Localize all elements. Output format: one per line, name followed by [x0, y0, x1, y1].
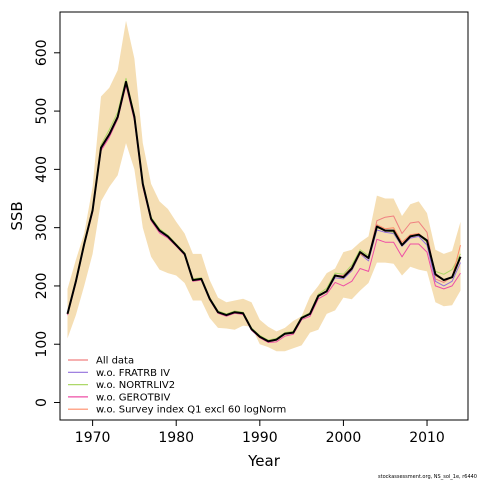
- series-line-5: [66, 80, 462, 343]
- x-axis-title: Year: [247, 452, 281, 470]
- footer-credit: stockassessment.org, NS_sol_1e, r6440: [378, 474, 477, 480]
- y-tick-label: 600: [34, 39, 50, 66]
- y-tick-label: 100: [34, 331, 50, 358]
- x-tick-label: 1970: [75, 430, 111, 446]
- y-axis-title: SSB: [8, 201, 26, 230]
- legend-label: w.o. FRATRB IV: [96, 368, 170, 379]
- legend-label: w.o. GEROTBIV: [96, 392, 171, 403]
- series-layer: [66, 77, 462, 343]
- confidence-band: [67, 20, 461, 352]
- y-axis: 0 100 200 300 400 500 600: [34, 39, 60, 407]
- x-tick-label: 1980: [158, 430, 194, 446]
- y-tick-label: 400: [34, 156, 50, 183]
- x-axis: 1970 1980 1990 2000 2010: [75, 420, 445, 446]
- plot-frame: [59, 11, 469, 421]
- y-tick-label: 500: [34, 98, 50, 125]
- x-tick-label: 2010: [409, 430, 445, 446]
- x-tick-label: 2000: [326, 430, 362, 446]
- confidence-band-layer: [67, 20, 461, 352]
- legend-label: w.o. NORTRLIV2: [96, 380, 175, 391]
- legend-label: w.o. Survey index Q1 excl 60 logNorm: [96, 405, 286, 416]
- legend-label: All data: [96, 356, 134, 367]
- y-tick-label: 300: [34, 214, 50, 241]
- y-tick-label: 0: [34, 398, 50, 407]
- x-tick-label: 1990: [242, 430, 278, 446]
- y-tick-label: 200: [34, 273, 50, 300]
